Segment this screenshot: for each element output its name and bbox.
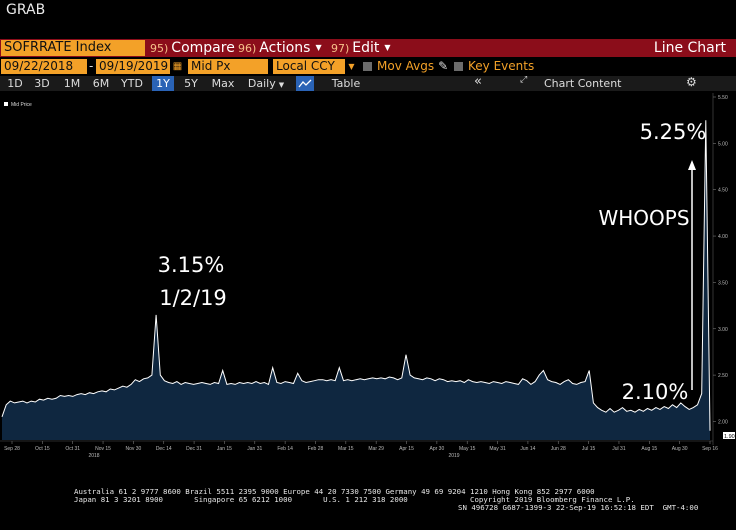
start-date-field[interactable]: 09/22/2018 bbox=[1, 59, 87, 74]
price-field-select[interactable]: Mid Px bbox=[188, 59, 268, 74]
low-annotation: 2.10% bbox=[622, 380, 689, 404]
x-tick-label: Apr 15 bbox=[399, 446, 414, 452]
arrow-up-icon bbox=[688, 160, 696, 170]
y-tick-label: 5.50 bbox=[718, 95, 728, 101]
x-tick-label: Oct 15 bbox=[35, 446, 50, 452]
window-title: GRAB bbox=[6, 2, 46, 18]
x-tick-label: Nov 15 bbox=[95, 446, 111, 452]
gear-icon[interactable]: ⚙ bbox=[686, 75, 697, 89]
mov-avgs-toggle[interactable]: Mov Avgs ✎ bbox=[363, 59, 448, 74]
legend-label: Mid Price bbox=[11, 102, 32, 108]
period-1y[interactable]: 1Y bbox=[152, 76, 174, 91]
x-tick-label: Sep 16 bbox=[702, 446, 718, 452]
x-tick-label: Feb 28 bbox=[308, 446, 324, 452]
pencil-icon[interactable]: ✎ bbox=[438, 59, 449, 73]
last-value-label: 1.90 bbox=[724, 434, 735, 440]
chevron-down-icon: ▼ bbox=[278, 81, 285, 89]
period-3d[interactable]: 3D bbox=[34, 77, 50, 90]
expand-icon[interactable]: ⤢ bbox=[520, 75, 528, 85]
edit-menu[interactable]: 97) Edit ▼ bbox=[331, 39, 391, 57]
double-chevron-left-icon[interactable]: « bbox=[474, 74, 482, 89]
chart-type-label[interactable]: Line Chart bbox=[653, 40, 726, 56]
table-button[interactable]: Table bbox=[331, 77, 361, 90]
price-line bbox=[1, 120, 711, 431]
period-1m[interactable]: 1M bbox=[63, 77, 81, 90]
key-events-toggle[interactable]: Key Events bbox=[454, 59, 534, 74]
x-tick-label: Aug 15 bbox=[641, 446, 657, 452]
compare-label: Compare bbox=[171, 40, 235, 56]
date-separator: - bbox=[89, 59, 94, 73]
edit-number: 97) bbox=[331, 42, 350, 55]
last-value-box bbox=[723, 432, 735, 439]
security-field[interactable]: SOFRRATE Index bbox=[1, 40, 145, 56]
period-bar bbox=[0, 76, 736, 91]
x-tick-label: Nov 30 bbox=[125, 446, 141, 452]
x-tick-label: Jan 15 bbox=[217, 446, 232, 452]
y-axis-ticks: 5.50 5.00 4.50 4.00 3.50 3.00 2.50 2.00 bbox=[712, 93, 728, 445]
period-1d[interactable]: 1D bbox=[7, 77, 23, 90]
y-tick-label: 2.00 bbox=[718, 419, 728, 425]
chart-content-button[interactable]: Chart Content bbox=[544, 77, 622, 90]
x-tick-label: Mar 29 bbox=[368, 446, 384, 452]
x-tick-label: Mar 15 bbox=[338, 446, 354, 452]
x-tick-label: Jun 28 bbox=[551, 446, 566, 452]
chevron-down-icon: ▼ bbox=[315, 43, 322, 52]
footer-phones-2: Japan 81 3 3201 8900 Singapore 65 6212 1… bbox=[74, 495, 635, 504]
x-tick-label: Jul 31 bbox=[612, 446, 626, 452]
y-tick-label: 4.50 bbox=[718, 188, 728, 194]
x-tick-label: May 15 bbox=[459, 446, 476, 452]
chevron-down-icon[interactable]: ▼ bbox=[348, 62, 355, 71]
year-label: 2018 bbox=[88, 453, 99, 459]
checkbox-icon[interactable] bbox=[363, 62, 372, 71]
year-label: 2019 bbox=[448, 453, 459, 459]
x-tick-label: Feb 14 bbox=[277, 446, 293, 452]
x-tick-label: Apr 30 bbox=[430, 446, 445, 452]
x-tick-label: Sep 28 bbox=[4, 446, 20, 452]
chevron-down-icon: ▼ bbox=[384, 43, 391, 52]
actions-number: 96) bbox=[238, 42, 257, 55]
edit-label: Edit bbox=[352, 40, 380, 56]
footer-phones-1: Australia 61 2 9777 8600 Brazil 5511 239… bbox=[74, 487, 595, 496]
checkbox-icon[interactable] bbox=[454, 62, 463, 71]
end-date-field[interactable]: 09/19/2019 bbox=[96, 59, 170, 74]
mov-avgs-label: Mov Avgs bbox=[377, 59, 435, 73]
x-tick-label: Oct 31 bbox=[65, 446, 80, 452]
spike-annotation: 5.25% bbox=[640, 120, 707, 144]
actions-menu[interactable]: 96) Actions ▼ bbox=[238, 39, 322, 57]
x-tick-label: Aug 30 bbox=[672, 446, 688, 452]
x-tick-label: Jun 14 bbox=[520, 446, 535, 452]
x-tick-label: Dec 31 bbox=[186, 446, 202, 452]
line-chart-icon[interactable] bbox=[296, 76, 314, 91]
frequency-label: Daily bbox=[247, 77, 276, 90]
compare-number: 95) bbox=[150, 42, 169, 55]
frequency-select[interactable]: Daily ▼ bbox=[243, 76, 289, 91]
calendar-icon[interactable]: ▦ bbox=[172, 61, 183, 72]
y-tick-label: 2.50 bbox=[718, 373, 728, 379]
period-max[interactable]: Max bbox=[211, 77, 235, 90]
peak-annotation: 3.15% bbox=[158, 253, 225, 277]
chart-legend: Mid Price bbox=[4, 102, 32, 108]
y-tick-label: 4.00 bbox=[718, 234, 728, 240]
footer-session: SN 496728 G687-1399-3 22-Sep-19 16:52:18… bbox=[458, 503, 699, 512]
x-axis-ticks: Sep 28 Oct 15 Oct 31 Nov 15 Nov 30 Dec 14 Dec … bbox=[0, 440, 718, 459]
price-area bbox=[2, 120, 710, 440]
y-tick-label: 3.00 bbox=[718, 327, 728, 333]
y-tick-label: 3.50 bbox=[718, 280, 728, 286]
x-tick-label: Jul 15 bbox=[582, 446, 596, 452]
x-tick-label: Jan 31 bbox=[247, 446, 262, 452]
key-events-label: Key Events bbox=[468, 59, 535, 73]
period-6m[interactable]: 6M bbox=[92, 77, 110, 90]
command-bar bbox=[0, 39, 736, 57]
period-ytd[interactable]: YTD bbox=[121, 77, 143, 90]
peak-date-annotation: 1/2/19 bbox=[159, 286, 227, 310]
compare-button[interactable]: 95) Compare bbox=[150, 39, 235, 57]
whoops-annotation: WHOOPS bbox=[598, 206, 689, 230]
actions-label: Actions bbox=[259, 40, 311, 56]
x-tick-label: Dec 14 bbox=[156, 446, 172, 452]
x-tick-label: May 31 bbox=[489, 446, 506, 452]
currency-select[interactable]: Local CCY bbox=[273, 59, 345, 74]
period-5y[interactable]: 5Y bbox=[184, 77, 198, 90]
price-chart[interactable]: 5.50 5.00 4.50 4.00 3.50 3.00 2.50 2.00 Sep 28 O… bbox=[0, 92, 736, 484]
y-tick-label: 5.00 bbox=[718, 141, 728, 147]
